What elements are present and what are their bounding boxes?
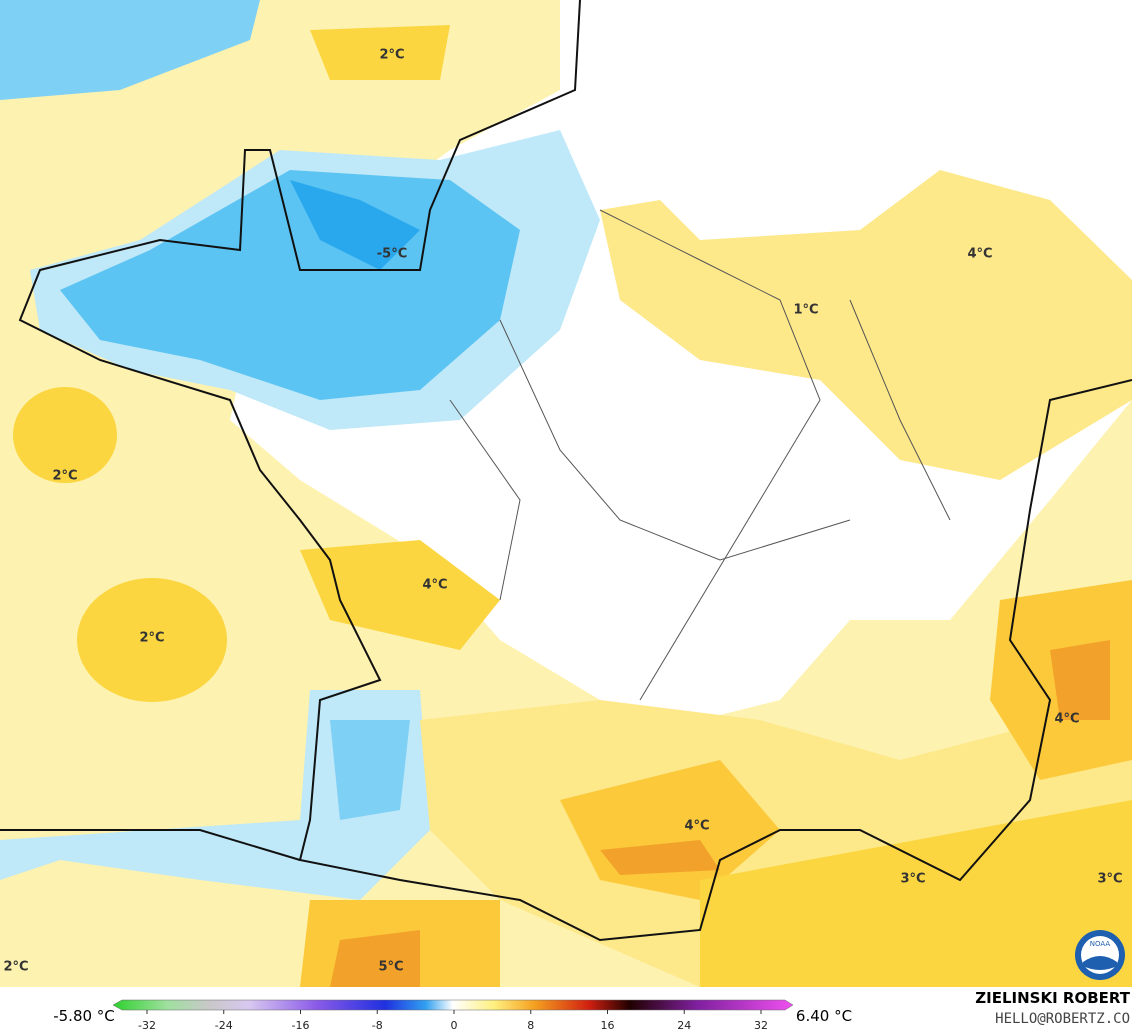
colorbar-tick-label: -16 (292, 1019, 310, 1032)
colorbar-tick-label: 8 (527, 1019, 534, 1032)
colorbar: -5.80 °C 6.40 °C (53, 999, 852, 1025)
credit-author: ZIELINSKI ROBERT (975, 989, 1130, 1007)
colorbar-tick-label: 32 (754, 1019, 768, 1032)
colorbar-tick-label: 16 (601, 1019, 615, 1032)
colorbar-tick-label: 0 (451, 1019, 458, 1032)
map-label: 4°C (684, 819, 709, 834)
map-label: 4°C (967, 247, 992, 262)
colorbar-min: -5.80 °C (53, 1007, 115, 1025)
map-label: 4°C (1054, 712, 1079, 727)
colorbar-tick-label: -32 (138, 1019, 156, 1032)
colorbar-tick-label: -8 (372, 1019, 383, 1032)
map-label: -5°C (377, 247, 407, 262)
map (0, 0, 1132, 987)
map-label: 3°C (1097, 872, 1122, 887)
colorbar-tick-label: 24 (677, 1019, 691, 1032)
map-label: 5°C (378, 960, 403, 975)
map-label: 3°C (900, 872, 925, 887)
map-label: 2°C (379, 48, 404, 63)
noaa-logo: NOAA (1075, 930, 1125, 980)
map-label: 4°C (422, 578, 447, 593)
map-label: 2°C (52, 469, 77, 484)
credit-contact: HELLO@ROBERTZ.CO (995, 1011, 1130, 1027)
colorbar-max: 6.40 °C (796, 1007, 852, 1025)
map-label: 2°C (3, 960, 28, 975)
map-label: 1°C (793, 303, 818, 318)
logo-text: NOAA (1090, 940, 1111, 948)
colorbar-tick-label: -24 (215, 1019, 233, 1032)
map-label: 2°C (139, 631, 164, 646)
